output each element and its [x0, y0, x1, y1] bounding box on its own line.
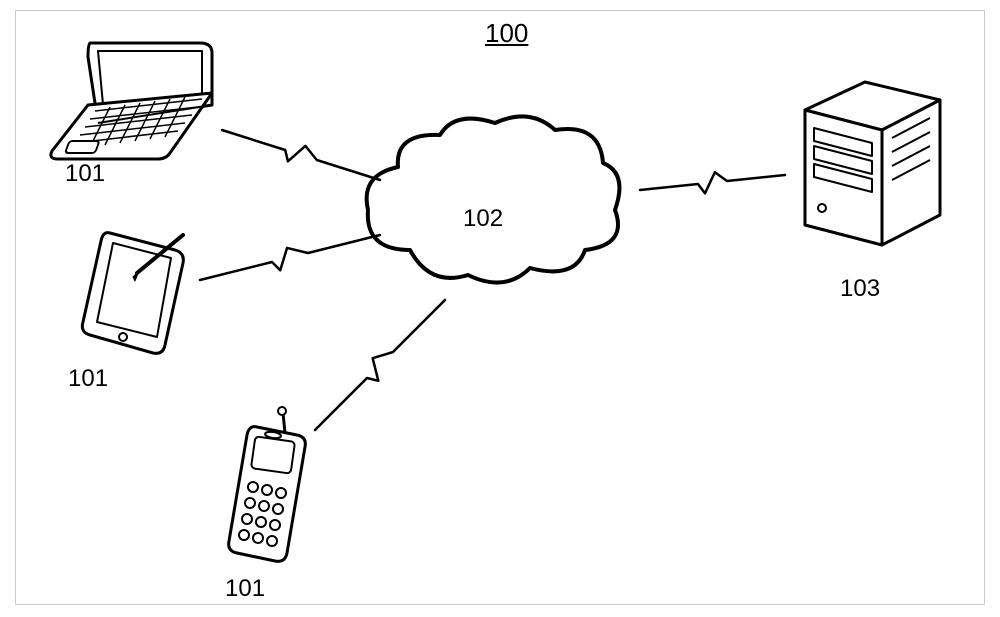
- tablet-device: [75, 225, 195, 365]
- laptop-label: 101: [65, 160, 105, 188]
- phone-device: [225, 405, 320, 575]
- laptop-device: [40, 35, 220, 170]
- cloud-label: 102: [463, 205, 503, 233]
- phone-label: 101: [225, 575, 265, 603]
- diagram-title: 100: [485, 18, 528, 49]
- tablet-label: 101: [68, 365, 108, 393]
- server-label: 103: [840, 275, 880, 303]
- server-device: [790, 70, 955, 260]
